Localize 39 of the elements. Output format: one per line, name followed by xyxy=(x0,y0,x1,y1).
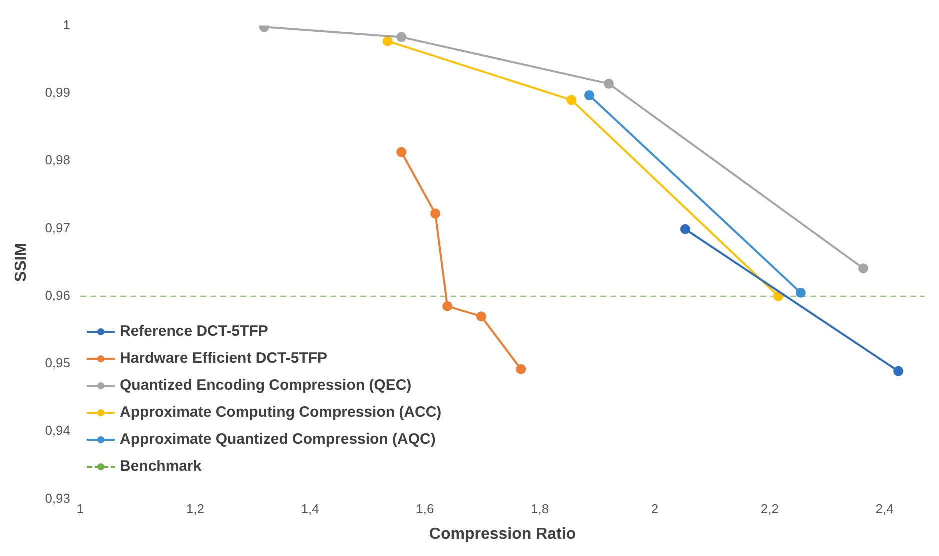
y-axis-title: SSIM xyxy=(13,242,30,282)
x-tick-label: 2,2 xyxy=(760,502,779,517)
y-tick-label: 0,96 xyxy=(45,288,70,303)
point xyxy=(396,32,407,42)
point xyxy=(774,291,784,302)
y-tick-label: 1 xyxy=(63,17,70,32)
point xyxy=(382,36,393,46)
x-tick-label: 1,6 xyxy=(416,502,434,517)
x-tick-label: 1,4 xyxy=(301,502,320,517)
x-tick-label: 1 xyxy=(76,502,84,517)
point xyxy=(796,288,806,298)
point xyxy=(396,147,407,158)
x-tick-label: 1,8 xyxy=(531,502,550,517)
point xyxy=(894,366,904,376)
legend-label: Reference DCT-5TFP xyxy=(120,323,268,340)
y-tick-label: 0,94 xyxy=(45,423,70,438)
point xyxy=(858,264,869,274)
point xyxy=(476,312,486,322)
y-tick-label: 0,95 xyxy=(45,356,70,371)
y-tick-label: 0,97 xyxy=(45,220,70,236)
point xyxy=(566,95,577,106)
point xyxy=(516,364,526,374)
point xyxy=(430,208,441,219)
point xyxy=(584,90,594,100)
point xyxy=(442,301,453,312)
y-tick-label: 0,98 xyxy=(45,152,70,168)
legend-label: Quantized Encoding Compression (QEC) xyxy=(120,377,412,394)
point xyxy=(680,224,690,234)
legend-label: Hardware Efficient DCT-5TFP xyxy=(120,350,328,367)
x-axis-title: Compression Ratio xyxy=(429,526,576,543)
x-tick-label: 2,4 xyxy=(876,502,894,517)
point xyxy=(604,78,614,89)
x-tick-label: 1,2 xyxy=(186,502,204,517)
y-tick-label: 0,93 xyxy=(45,490,70,506)
legend-label: Benchmark xyxy=(120,458,202,475)
legend-label: Approximate Computing Compression (ACC) xyxy=(120,404,442,421)
x-tick-label: 2 xyxy=(651,502,659,517)
y-tick-label: 0,99 xyxy=(45,85,70,100)
legend-label: Approximate Quantized Compression (AQC) xyxy=(120,431,436,448)
